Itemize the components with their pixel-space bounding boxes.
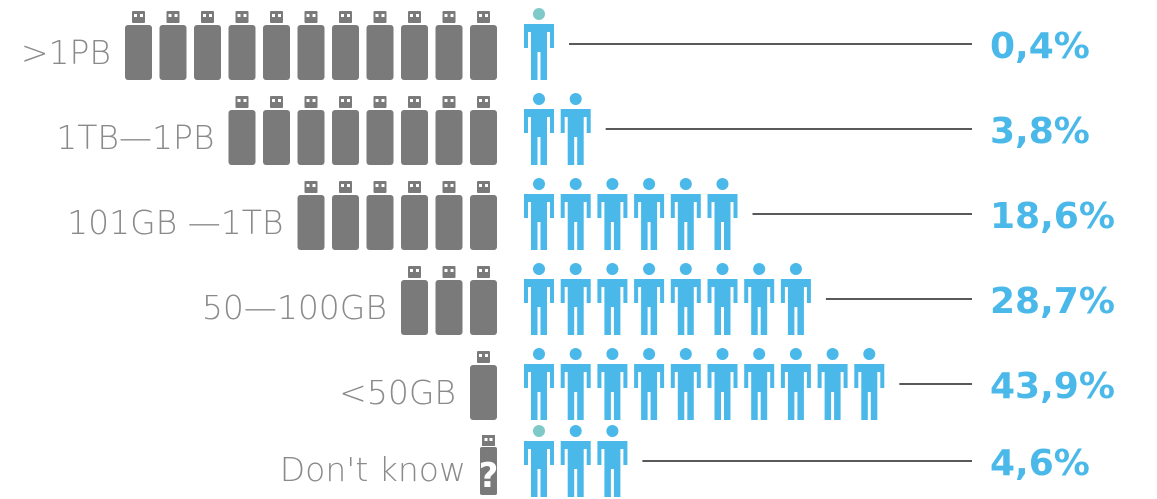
chart-row: >1PB 0,4% — [21, 8, 1090, 80]
chart-row: <50GB 43,9% — [339, 348, 1115, 420]
person-icon — [707, 263, 738, 335]
value-label: 0,4% — [990, 26, 1090, 67]
chart-row: ? Don't know 4,6% — [280, 425, 1090, 497]
usb-drive-icon — [401, 181, 428, 250]
usb-drive-icon — [297, 96, 325, 165]
usb-drive-icon — [470, 266, 497, 335]
person-icon — [744, 263, 775, 335]
person-icon — [634, 263, 665, 335]
usb-drive-icon — [470, 351, 497, 420]
person-icon — [670, 178, 701, 250]
value-label: 18,6% — [990, 196, 1115, 237]
usb-drive-icon — [401, 266, 428, 335]
usb-drive-icon — [435, 11, 463, 80]
category-label: >1PB — [21, 33, 111, 72]
chart-row: 1TB—1PB 3,8% — [56, 93, 1090, 165]
value-label: 3,8% — [990, 111, 1090, 152]
person-icon — [560, 425, 591, 497]
category-label: 50—100GB — [202, 288, 387, 327]
category-label: <50GB — [339, 373, 456, 412]
person-icon — [597, 425, 628, 497]
person-icon — [524, 8, 554, 80]
person-icon — [854, 348, 885, 420]
person-icon — [524, 263, 554, 335]
unknown-marker: ? — [479, 456, 499, 496]
usb-drive-icon — [263, 11, 290, 80]
usb-drive-icon — [401, 96, 428, 165]
person-icon — [597, 348, 628, 420]
value-label: 28,7% — [990, 281, 1115, 322]
person-icon — [524, 178, 554, 250]
person-icon — [670, 263, 701, 335]
value-label: 43,9% — [990, 366, 1115, 407]
person-icon — [560, 348, 591, 420]
usb-drive-icon — [194, 11, 221, 80]
person-icon — [780, 348, 811, 420]
category-label: 1TB—1PB — [56, 118, 214, 157]
usb-drive-icon — [159, 11, 187, 80]
usb-drive-icon — [297, 11, 325, 80]
usb-drive-icon — [435, 96, 463, 165]
chart-row: 101GB —1TB 18,6% — [67, 178, 1115, 250]
chart-row: 50—100GB 28,7% — [202, 263, 1115, 335]
person-icon — [634, 178, 665, 250]
usb-drive-icon — [366, 96, 394, 165]
person-icon — [744, 348, 775, 420]
usb-drive-icon — [332, 96, 359, 165]
category-label: 101GB —1TB — [67, 203, 283, 242]
usb-drive-icon — [332, 11, 359, 80]
person-icon — [560, 263, 591, 335]
usb-drive-icon — [125, 11, 152, 80]
usb-drive-icon — [366, 181, 394, 250]
usb-drive-icon — [366, 11, 394, 80]
person-icon — [524, 425, 554, 497]
person-icon — [780, 263, 811, 335]
person-icon — [597, 178, 628, 250]
usb-drive-icon — [435, 181, 463, 250]
person-icon — [524, 93, 554, 165]
person-icon — [634, 348, 665, 420]
usb-drive-icon — [435, 266, 463, 335]
usb-drive-icon — [470, 181, 497, 250]
person-icon — [524, 348, 554, 420]
person-icon — [597, 263, 628, 335]
person-icon — [817, 348, 848, 420]
category-label: Don't know — [280, 450, 466, 489]
person-icon — [707, 178, 738, 250]
usb-drive-icon — [470, 11, 497, 80]
person-icon — [707, 348, 738, 420]
usb-drive-icon — [263, 96, 290, 165]
usb-drive-icon — [228, 96, 256, 165]
usb-drive-icon — [228, 11, 256, 80]
person-icon — [670, 348, 701, 420]
usb-drive-icon — [297, 181, 325, 250]
usb-drive-icon — [332, 181, 359, 250]
usb-drive-icon — [401, 11, 428, 80]
value-label: 4,6% — [990, 443, 1090, 484]
usb-drive-icon — [470, 96, 497, 165]
person-icon — [560, 93, 591, 165]
person-icon — [560, 178, 591, 250]
question-usb-icon: ? — [479, 435, 499, 496]
